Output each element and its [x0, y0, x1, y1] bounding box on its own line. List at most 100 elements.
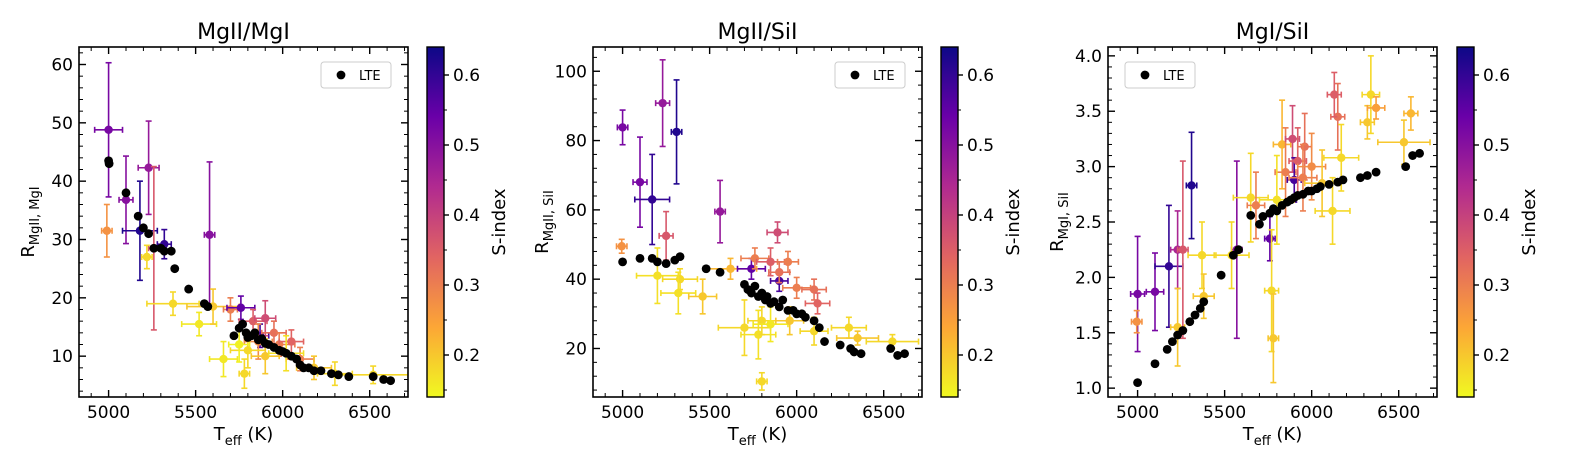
star-marker: [1399, 138, 1409, 147]
star-marker: [661, 231, 671, 241]
star-point: [616, 109, 629, 146]
star-point: [1359, 104, 1376, 140]
lte-point: [900, 349, 909, 359]
y-tick-label: 2.0: [1075, 268, 1102, 288]
star-point: [1263, 228, 1280, 353]
star-marker: [853, 333, 862, 343]
panel-title: MgII/MgI: [197, 20, 290, 45]
colorbar-tick-label: 0.6: [967, 66, 994, 86]
y-tick-label: 30: [51, 231, 73, 251]
star-marker: [1288, 134, 1297, 144]
lte-point: [238, 319, 248, 329]
star-marker: [773, 228, 782, 237]
legend-marker: [850, 70, 860, 80]
star-point: [658, 210, 674, 261]
star-marker: [754, 330, 763, 339]
star-point: [1361, 55, 1381, 135]
star-point: [1185, 131, 1198, 240]
star-marker: [104, 125, 113, 135]
star-marker: [726, 264, 735, 273]
star-marker: [1150, 287, 1160, 296]
star-point: [714, 179, 727, 244]
star-marker: [269, 328, 279, 338]
star-point: [830, 316, 868, 339]
star-marker: [287, 337, 296, 346]
star-marker: [775, 268, 784, 277]
lte-point: [344, 372, 354, 381]
star-point: [1232, 152, 1269, 243]
star-marker: [243, 346, 253, 355]
lte-point: [166, 246, 176, 256]
star-marker: [635, 177, 645, 187]
y-axis-label-sub: MgI, SiI: [1057, 192, 1072, 239]
star-marker: [658, 98, 667, 108]
x-axis-label-unit: (K): [242, 424, 274, 445]
lte-point: [820, 337, 829, 346]
legend-marker: [1140, 70, 1150, 80]
lte-point: [121, 188, 131, 198]
legend-box: [834, 61, 906, 89]
y-tick-label: 100: [555, 62, 587, 82]
star-point: [1154, 204, 1184, 329]
lte-point: [379, 375, 389, 384]
legend-box: [320, 61, 392, 89]
star-point: [278, 329, 305, 355]
panel-title: MgI/SiI: [1236, 20, 1309, 45]
legend-label: LTE: [359, 69, 381, 84]
star-point: [632, 136, 648, 228]
lte-point: [1216, 270, 1226, 280]
lte-point: [144, 229, 154, 239]
star-marker: [1265, 234, 1275, 243]
star-point: [654, 59, 671, 148]
colorbar-tick-label: 0.5: [967, 136, 994, 156]
panel-1: MgII/MgI 5000 5500 6000 6500 10 20 30 40 50 60 Teff…: [18, 20, 510, 449]
star-marker: [766, 257, 775, 267]
star-point: [1129, 235, 1146, 353]
star-marker: [261, 351, 270, 361]
star-marker: [1269, 334, 1278, 343]
colorbar-label: S-index: [1003, 188, 1024, 256]
lte-point: [1150, 359, 1160, 369]
y-tick-label: 60: [565, 201, 587, 221]
lte-point: [1315, 182, 1325, 191]
star-point: [227, 326, 251, 363]
data-layer: [93, 61, 408, 390]
star-point: [1246, 171, 1266, 240]
lte-point: [133, 211, 143, 221]
lte-point: [327, 369, 336, 379]
panel-3: MgI/SiI 5000 5500 6000 6500 1.0 1.5 2.0 2.5 3.0 3.…: [1047, 20, 1540, 449]
star-marker: [1293, 156, 1302, 166]
lte-point: [309, 366, 319, 376]
y-tick-label: 4.0: [1075, 47, 1102, 67]
y-tick-label: 10: [51, 347, 73, 367]
lte-point: [750, 281, 760, 291]
star-marker: [121, 195, 131, 205]
lte-point: [856, 349, 866, 359]
star-point: [1263, 215, 1276, 262]
data-layer: [1129, 55, 1431, 388]
colorbar-tick-label: 0.5: [1483, 136, 1510, 156]
star-marker: [792, 283, 801, 293]
x-tick-label: 6000: [775, 403, 818, 423]
star-marker: [1328, 206, 1337, 216]
panel-2: MgII/SiI 5000 5500 6000 6500 20 40 60 80 100 Teff …: [532, 20, 1024, 449]
x-axis-label-sub: eff: [739, 434, 757, 449]
star-point: [766, 221, 789, 244]
x-tick-label: 6500: [348, 403, 391, 423]
star-point: [203, 161, 216, 309]
star-marker: [144, 163, 153, 172]
colorbar-tick-label: 0.3: [1483, 276, 1510, 296]
x-axis-label-sub: eff: [1254, 434, 1272, 449]
legend-label: LTE: [1163, 69, 1185, 84]
star-marker: [844, 323, 854, 332]
star-point: [865, 333, 920, 350]
lte-point: [886, 344, 896, 353]
star-marker: [168, 299, 178, 308]
colorbar: 0.2 0.3 0.4 0.5 0.6 S-index: [426, 46, 510, 398]
lte-point: [1272, 206, 1282, 216]
lte-point: [316, 366, 326, 376]
star-point: [1130, 309, 1143, 334]
star-point: [208, 340, 239, 378]
x-tick-label: 5500: [688, 403, 731, 423]
star-point: [687, 278, 718, 315]
